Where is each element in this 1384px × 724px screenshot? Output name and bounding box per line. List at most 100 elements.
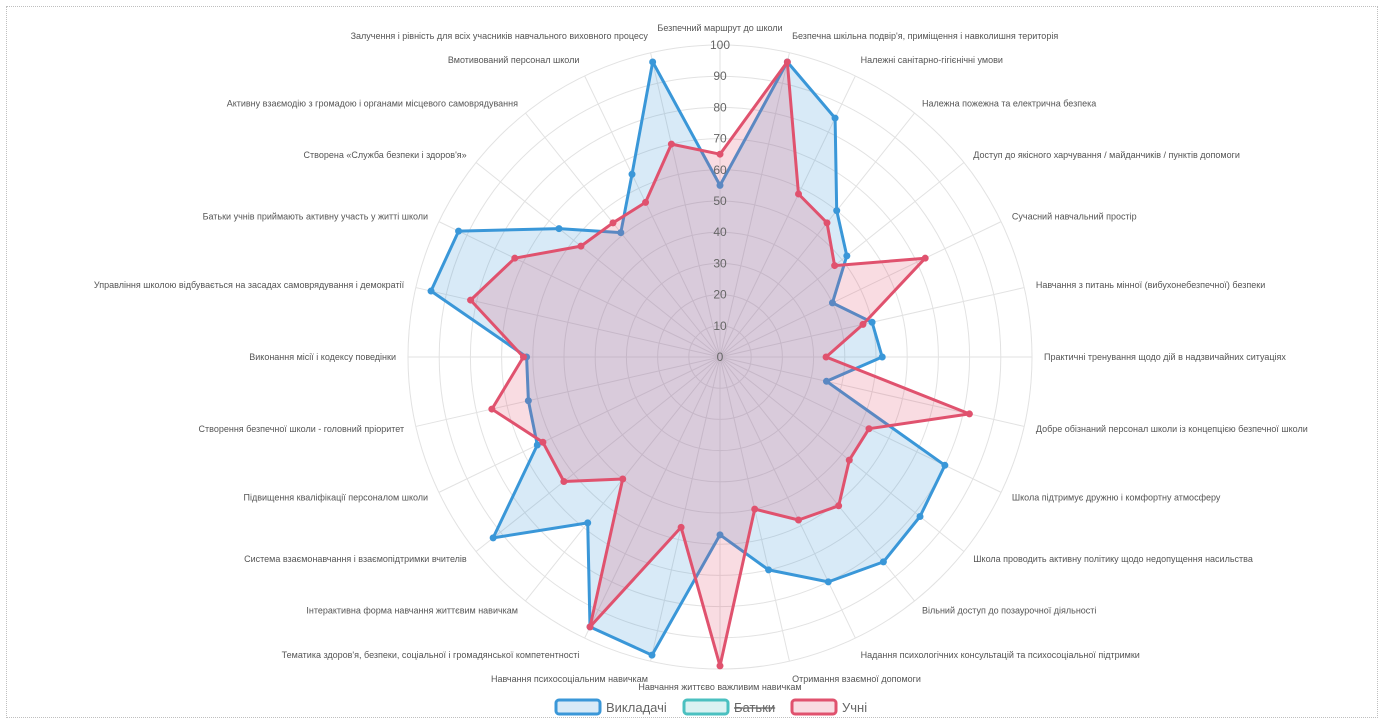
series-0-point-18[interactable] (489, 534, 497, 542)
series-2-point-1[interactable] (783, 58, 791, 66)
spoke-24 (475, 162, 721, 358)
spoke-5 (719, 221, 1002, 358)
category-label-9: Школа підтримує дружню і комфортну атмос… (1012, 493, 1221, 503)
series-0-point-7[interactable] (878, 353, 886, 361)
legend-label-0[interactable]: Викладачі (606, 700, 667, 715)
series-0-point-20[interactable] (524, 397, 532, 405)
legend-label-1[interactable]: Батьки (734, 700, 775, 715)
category-label-16: Тематика здоров'я, безпеки, соціальної і… (282, 650, 580, 660)
series-0-point-5[interactable] (828, 299, 836, 307)
series-0-point-4[interactable] (843, 252, 851, 260)
category-label-4: Доступ до якісного харчування / майданчи… (973, 150, 1240, 160)
series-0-point-13[interactable] (765, 566, 773, 574)
series-0-point-25[interactable] (617, 229, 625, 237)
series-2-point-23[interactable] (511, 254, 519, 262)
series-0-point-26[interactable] (628, 170, 636, 178)
tick-layer: 0 10 20 30 40 50 60 70 80 90 100 (710, 38, 730, 364)
series-0-point-12[interactable] (824, 578, 832, 586)
series-0-point-9[interactable] (941, 461, 949, 469)
series-2-point-14[interactable] (716, 662, 724, 670)
series-0-point-22[interactable] (427, 287, 435, 295)
legend-swatch-2[interactable] (790, 698, 838, 716)
category-label-18: Система взаємонавчання і взаємопідтримки… (244, 554, 467, 564)
series-0-point-15[interactable] (648, 651, 656, 659)
series-2-point-13[interactable] (751, 505, 759, 513)
spoke-15 (650, 356, 721, 662)
category-label-7: Практичні тренування щодо дій в надзвича… (1044, 352, 1286, 362)
series-0-point-24[interactable] (555, 225, 563, 233)
category-label-12: Надання психологічних консультацій та пс… (861, 650, 1140, 660)
category-label-11: Вільний доступ до позаурочної діяльності (922, 605, 1096, 615)
tick-label-70: 70 (713, 132, 727, 146)
series-2-point-21[interactable] (519, 353, 527, 361)
series-2-point-27[interactable] (667, 140, 675, 148)
series-2-point-24[interactable] (577, 242, 585, 250)
series-0-point-3[interactable] (833, 207, 841, 215)
series-2-point-2[interactable] (795, 190, 803, 198)
tick-label-80: 80 (713, 100, 727, 114)
series-2-point-11[interactable] (835, 502, 843, 510)
series-2-point-6[interactable] (859, 320, 867, 328)
series-2-point-18[interactable] (560, 477, 568, 485)
spoke-18 (475, 356, 721, 552)
spoke-19 (438, 356, 721, 493)
series-2-point-5[interactable] (921, 254, 929, 262)
category-label-24: Створена «Служба безпеки і здоров'я» (304, 150, 467, 160)
category-label-17: Інтерактивна форма навчання життєвим нав… (306, 605, 518, 615)
series-0-point-23[interactable] (455, 227, 463, 235)
category-label-5: Сучасний навчальний простір (1012, 211, 1137, 221)
spoke-22 (415, 287, 721, 358)
series-0-point-0[interactable] (716, 181, 724, 189)
category-label-0: Безпечний маршрут до школи (657, 23, 782, 33)
series-2-point-15[interactable] (677, 523, 685, 531)
series-2-point-20[interactable] (488, 405, 496, 413)
category-label-13: Отримання взаємної допомоги (792, 674, 921, 684)
series-2-point-0[interactable] (716, 150, 724, 158)
category-label-1: Безпечна шкільна подвір'я, приміщення і … (792, 31, 1058, 41)
series-0-point-27[interactable] (649, 58, 657, 66)
series-2-point-4[interactable] (831, 262, 839, 270)
legend: Викладачі Батьки Учні (554, 698, 867, 716)
series-2-point-16[interactable] (586, 623, 594, 631)
series-2-point-17[interactable] (619, 475, 627, 483)
series-0-point-19[interactable] (533, 441, 541, 449)
tick-label-30: 30 (713, 256, 727, 270)
series-2-point-26[interactable] (642, 198, 650, 206)
tick-label-40: 40 (713, 225, 727, 239)
series-2-point-10[interactable] (845, 456, 853, 464)
spoke-16 (584, 356, 721, 639)
spoke-10 (719, 356, 965, 552)
spoke-3 (719, 112, 915, 358)
series-2-point-22[interactable] (467, 296, 475, 304)
spoke-27 (650, 52, 721, 358)
tick-label-90: 90 (713, 69, 727, 83)
series-0-point-11[interactable] (879, 558, 887, 566)
legend-swatch-1[interactable] (682, 698, 730, 716)
series-2-point-19[interactable] (539, 438, 547, 446)
category-label-27: Залучення і рівність для всіх учасників … (351, 31, 649, 41)
category-label-19: Підвищення кваліфікації персоналом школи (244, 493, 429, 503)
legend-swatch-0[interactable] (554, 698, 602, 716)
legend-label-2[interactable]: Учні (842, 700, 867, 715)
series-2-point-3[interactable] (823, 219, 831, 227)
category-label-20: Створення безпечної школи - головний прі… (199, 424, 405, 434)
series-0-point-17[interactable] (584, 519, 592, 527)
series-0-point-14[interactable] (716, 531, 724, 539)
series-0-point-2[interactable] (831, 114, 839, 122)
category-label-26: Вмотивований персонал школи (448, 55, 580, 65)
series-2-point-25[interactable] (609, 219, 617, 227)
tick-label-20: 20 (713, 288, 727, 302)
series-2-point-9[interactable] (865, 425, 873, 433)
spoke-2 (719, 75, 856, 358)
series-2-point-12[interactable] (795, 516, 803, 524)
category-label-23: Батьки учнів приймають активну участь у … (203, 211, 429, 221)
series-0-point-6[interactable] (868, 318, 876, 326)
series-2-point-8[interactable] (965, 410, 973, 418)
category-label-6: Навчання з питань мінної (вибухонебезпеч… (1036, 280, 1265, 290)
spoke-26 (584, 75, 721, 358)
series-0-point-8[interactable] (822, 377, 830, 385)
series-2-point-7[interactable] (822, 353, 830, 361)
series-0-point-10[interactable] (916, 513, 924, 521)
category-label-25: Активну взаємодію з громадою і органами … (227, 99, 518, 109)
